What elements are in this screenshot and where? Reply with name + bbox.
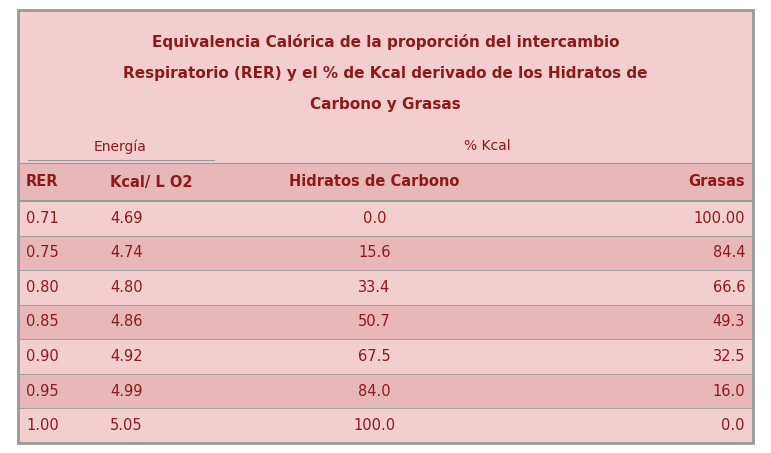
Text: 0.90: 0.90 bbox=[26, 349, 59, 364]
FancyBboxPatch shape bbox=[18, 305, 753, 339]
FancyBboxPatch shape bbox=[18, 270, 753, 305]
FancyBboxPatch shape bbox=[18, 409, 753, 443]
FancyBboxPatch shape bbox=[18, 236, 753, 270]
Text: 15.6: 15.6 bbox=[359, 246, 391, 260]
Text: 16.0: 16.0 bbox=[712, 384, 745, 399]
Text: 84.4: 84.4 bbox=[712, 246, 745, 260]
FancyBboxPatch shape bbox=[18, 10, 753, 443]
Text: Carbono y Grasas: Carbono y Grasas bbox=[310, 97, 461, 112]
Text: 32.5: 32.5 bbox=[712, 349, 745, 364]
Text: Respiratorio (RER) y el % de Kcal derivado de los Hidratos de: Respiratorio (RER) y el % de Kcal deriva… bbox=[123, 66, 648, 81]
FancyBboxPatch shape bbox=[18, 130, 753, 163]
Text: 0.85: 0.85 bbox=[26, 314, 59, 329]
Text: 0.75: 0.75 bbox=[26, 246, 59, 260]
Text: Grasas: Grasas bbox=[689, 174, 745, 189]
Text: 66.6: 66.6 bbox=[712, 280, 745, 295]
FancyBboxPatch shape bbox=[18, 201, 753, 236]
Text: 67.5: 67.5 bbox=[359, 349, 391, 364]
Text: 0.0: 0.0 bbox=[362, 211, 386, 226]
Text: 5.05: 5.05 bbox=[110, 418, 143, 433]
Text: 1.00: 1.00 bbox=[26, 418, 59, 433]
Text: 4.69: 4.69 bbox=[110, 211, 143, 226]
Text: % Kcal: % Kcal bbox=[464, 140, 511, 154]
Text: 0.71: 0.71 bbox=[26, 211, 59, 226]
FancyBboxPatch shape bbox=[18, 374, 753, 409]
FancyBboxPatch shape bbox=[18, 163, 753, 201]
Text: 4.86: 4.86 bbox=[110, 314, 143, 329]
Text: 4.99: 4.99 bbox=[110, 384, 143, 399]
Text: 100.00: 100.00 bbox=[693, 211, 745, 226]
Text: 0.95: 0.95 bbox=[26, 384, 59, 399]
Text: 4.92: 4.92 bbox=[110, 349, 143, 364]
Text: Hidratos de Carbono: Hidratos de Carbono bbox=[289, 174, 460, 189]
Text: 33.4: 33.4 bbox=[359, 280, 391, 295]
Text: 49.3: 49.3 bbox=[712, 314, 745, 329]
FancyBboxPatch shape bbox=[18, 10, 753, 130]
Text: 4.74: 4.74 bbox=[110, 246, 143, 260]
Text: 0.0: 0.0 bbox=[722, 418, 745, 433]
Text: 100.0: 100.0 bbox=[353, 418, 396, 433]
Text: 4.80: 4.80 bbox=[110, 280, 143, 295]
Text: Equivalencia Calórica de la proporción del intercambio: Equivalencia Calórica de la proporción d… bbox=[152, 34, 619, 50]
Text: Kcal/ L O2: Kcal/ L O2 bbox=[110, 174, 193, 189]
Text: 50.7: 50.7 bbox=[358, 314, 391, 329]
Text: 0.80: 0.80 bbox=[26, 280, 59, 295]
FancyBboxPatch shape bbox=[18, 339, 753, 374]
Text: 84.0: 84.0 bbox=[359, 384, 391, 399]
Text: RER: RER bbox=[26, 174, 59, 189]
Text: Energía: Energía bbox=[93, 139, 146, 154]
